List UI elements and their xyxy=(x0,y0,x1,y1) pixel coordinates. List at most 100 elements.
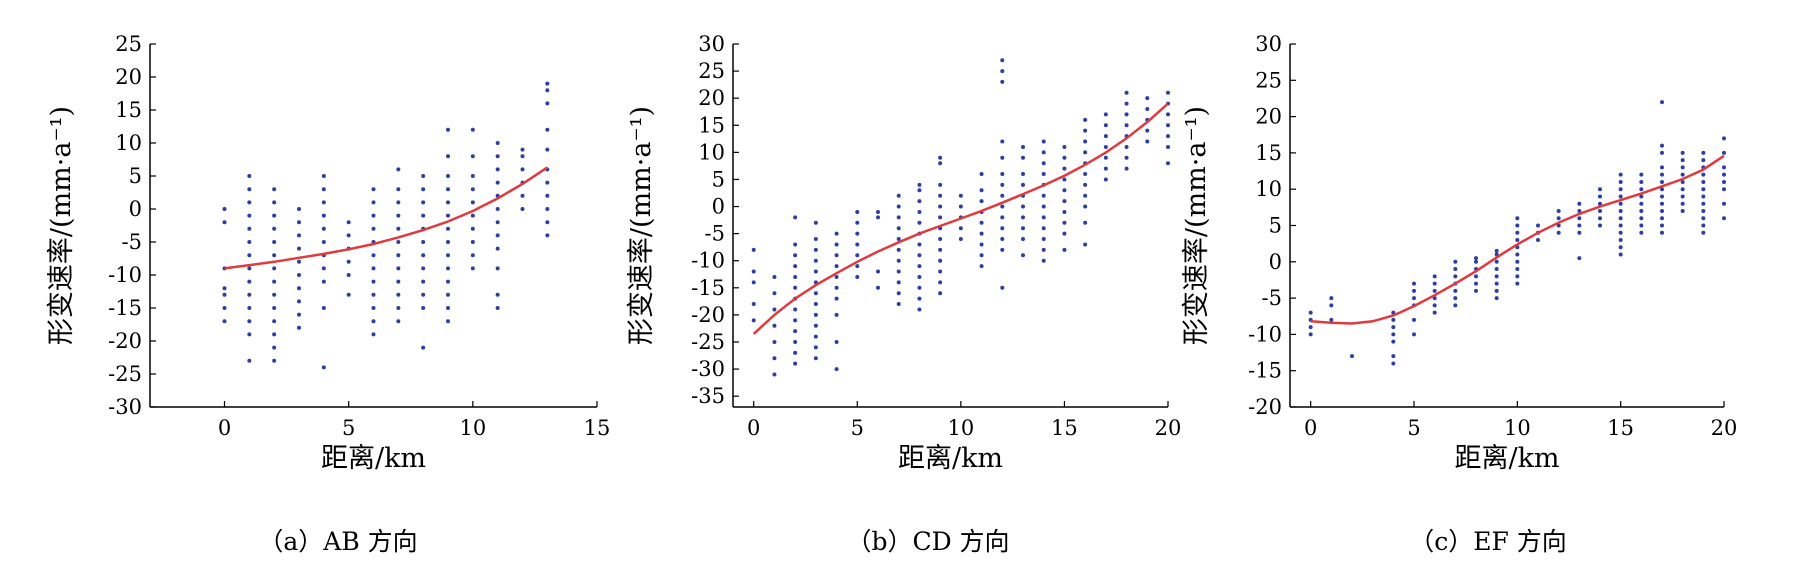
y-tick-label: 5 xyxy=(1269,214,1282,238)
scatter-point xyxy=(421,279,426,284)
scatter-point xyxy=(1639,216,1644,221)
scatter-point xyxy=(813,312,818,317)
y-tick-label: -25 xyxy=(691,330,725,354)
scatter-point xyxy=(1598,208,1602,213)
scatter-point xyxy=(1618,238,1623,243)
scatter-point xyxy=(1598,194,1602,199)
scatter-point xyxy=(917,285,922,290)
scatter-point xyxy=(917,220,922,225)
scatter-point xyxy=(247,226,252,231)
scatter-point xyxy=(297,259,301,264)
scatter-point xyxy=(371,187,376,192)
scatter-point xyxy=(1124,123,1129,128)
fit-curve xyxy=(1310,154,1725,325)
scatter-point xyxy=(495,266,500,271)
scatter-point xyxy=(958,193,963,198)
scatter-point xyxy=(1536,223,1540,228)
scatter-point xyxy=(876,215,880,220)
y-tick-label: 5 xyxy=(712,167,725,191)
scatter-point xyxy=(938,204,943,209)
scatter-point xyxy=(1639,194,1644,199)
scatter-point xyxy=(545,180,550,185)
scatter-point xyxy=(1124,90,1129,95)
scatter-point xyxy=(772,323,777,328)
scatter-point xyxy=(1083,242,1088,247)
scatter-point xyxy=(1145,107,1150,112)
y-tick-label: -10 xyxy=(108,263,142,287)
scatter-point xyxy=(1062,144,1067,149)
scatter-point xyxy=(545,101,550,106)
scatter-point xyxy=(813,323,818,328)
scatter-point xyxy=(470,174,475,178)
panel-ab: -30 -25 -20 -15 -10 -5 0 5 10 15 20 25 0 5 10 15 距离/km 形变… xyxy=(46,32,610,556)
scatter-point xyxy=(1062,231,1067,236)
scatter-point xyxy=(470,240,475,244)
scatter-point xyxy=(1391,339,1396,344)
scatter-point xyxy=(1577,208,1582,213)
scatter-point xyxy=(896,302,901,307)
scatter-point xyxy=(1515,230,1520,235)
scatter-point xyxy=(1103,134,1108,139)
scatter-point xyxy=(247,253,252,258)
scatter-point xyxy=(247,174,252,178)
scatter-point xyxy=(1618,208,1623,213)
scatter-point xyxy=(297,207,301,211)
scatter-point xyxy=(813,291,818,296)
scatter-point xyxy=(321,200,326,205)
scatter-point xyxy=(272,345,277,350)
scatter-point xyxy=(813,247,818,252)
scatter-point xyxy=(1453,303,1458,308)
y-tick-label: 30 xyxy=(1255,32,1282,56)
scatter-point xyxy=(396,266,401,271)
scatter-point xyxy=(346,220,351,225)
y-tick-label: -35 xyxy=(691,384,725,408)
scatter-point xyxy=(1062,166,1067,171)
scatter-point xyxy=(793,339,798,344)
scatter-point xyxy=(1041,150,1046,155)
scatter-point xyxy=(1701,158,1706,163)
scatter-point xyxy=(247,292,252,297)
scatter-point xyxy=(1598,201,1602,206)
y-tick-label: -5 xyxy=(122,230,142,254)
scatter-point xyxy=(272,306,277,310)
x-tick-label: 20 xyxy=(1155,416,1182,440)
scatter-point xyxy=(1412,281,1416,286)
scatter-point xyxy=(793,318,798,323)
scatter-point xyxy=(371,226,376,231)
scatter-point xyxy=(1515,259,1520,264)
scatter-point xyxy=(396,200,401,205)
scatter-point xyxy=(1062,155,1067,160)
scatter-point xyxy=(813,220,818,225)
scatter-point xyxy=(1515,267,1520,272)
scatter-point xyxy=(1556,216,1561,221)
scatter-point xyxy=(813,237,818,242)
scatter-point xyxy=(938,182,943,187)
scatter-point xyxy=(1701,150,1706,155)
scatter-point xyxy=(1062,209,1067,214)
scatter-point xyxy=(545,193,550,198)
scatter-point xyxy=(1722,165,1726,170)
scatter-point xyxy=(321,365,326,370)
scatter-point xyxy=(495,233,500,238)
scatter-point xyxy=(1453,296,1458,301)
scatter-point xyxy=(1412,288,1416,293)
scatter-point xyxy=(1062,220,1067,225)
scatter-point xyxy=(446,279,450,284)
scatter-point xyxy=(1083,117,1088,122)
scatter-point xyxy=(421,266,426,271)
scatter-point xyxy=(1041,139,1046,144)
scatter-point xyxy=(917,274,922,279)
scatter-point xyxy=(1166,161,1170,166)
scatter-point xyxy=(545,81,550,86)
scatter-point xyxy=(1474,281,1478,286)
scatter-point xyxy=(495,292,500,297)
scatter-point xyxy=(855,274,860,279)
scatter-point xyxy=(1124,112,1129,117)
scatter-point xyxy=(1660,179,1664,184)
scatter-point xyxy=(545,127,550,132)
scatter-point xyxy=(371,306,376,310)
scatter-point xyxy=(470,127,475,132)
y-tick-label: 20 xyxy=(698,86,725,110)
scatter-point xyxy=(297,246,301,251)
scatter-point xyxy=(793,285,798,290)
